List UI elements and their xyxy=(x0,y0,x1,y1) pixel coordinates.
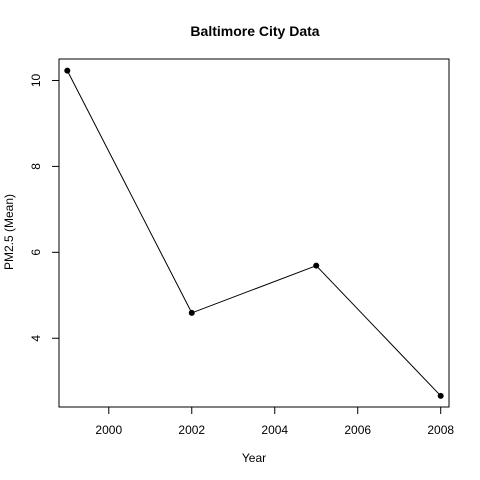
x-tick-label: 2006 xyxy=(344,423,371,437)
x-tick-label: 2008 xyxy=(427,423,454,437)
x-axis-label: Year xyxy=(242,451,266,465)
x-tick-label: 2004 xyxy=(261,423,288,437)
x-tick-label: 2000 xyxy=(95,423,122,437)
series-line xyxy=(66,70,442,397)
y-tick-label: 4 xyxy=(29,335,43,342)
x-tick-label: 2002 xyxy=(178,423,205,437)
y-tick-label: 8 xyxy=(29,163,43,170)
y-tick-label: 6 xyxy=(29,249,43,256)
series-layer xyxy=(64,67,444,399)
data-point xyxy=(437,392,444,399)
x-axis: 2000 2002 2004 2006 2008 xyxy=(95,406,454,437)
chart-title: Baltimore City Data xyxy=(190,23,319,39)
data-point xyxy=(64,67,71,74)
y-axis: 4 6 8 10 xyxy=(29,73,60,342)
y-tick-label: 10 xyxy=(29,73,43,87)
y-axis-label: PM2.5 (Mean) xyxy=(2,194,16,270)
data-point xyxy=(188,309,195,316)
data-point xyxy=(313,262,320,269)
